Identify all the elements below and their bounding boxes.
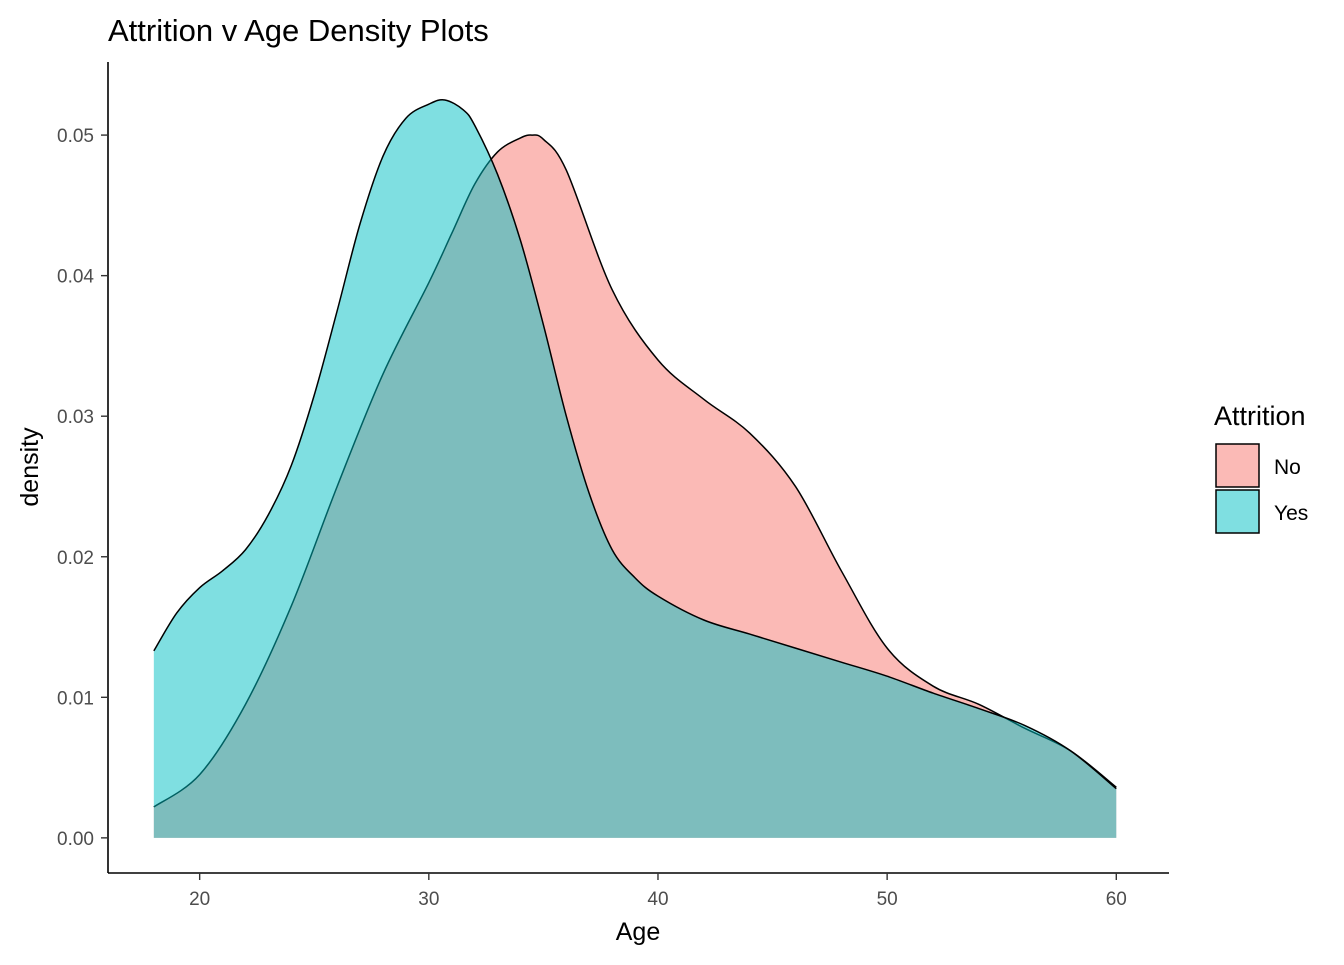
x-tick-label: 20 [189, 889, 210, 910]
y-ticks: 0.00 0.01 0.02 0.03 0.04 0.05 [57, 126, 108, 850]
chart-title: Attrition v Age Density Plots [108, 13, 489, 48]
legend: Attrition No Yes [1214, 401, 1308, 534]
y-tick-label: 0.03 [57, 407, 94, 428]
legend-key-no [1215, 443, 1260, 488]
legend-label-yes: Yes [1274, 502, 1308, 525]
x-tick-label: 50 [877, 889, 898, 910]
x-axis-title: Age [616, 918, 660, 946]
density-line-yes [153, 98, 1117, 790]
y-tick-label: 0.05 [57, 126, 94, 147]
y-tick-label: 0.00 [57, 829, 94, 850]
x-tick-label: 60 [1106, 889, 1127, 910]
y-axis-title: density [16, 427, 44, 507]
x-tick-label: 30 [418, 889, 439, 910]
y-tick-label: 0.02 [57, 548, 94, 569]
density-area-yes [153, 99, 1117, 838]
legend-key-yes [1215, 489, 1260, 534]
legend-label-no: No [1274, 456, 1301, 479]
x-ticks: 20 30 40 50 60 [189, 873, 1127, 910]
y-tick-label: 0.01 [57, 688, 94, 709]
legend-title: Attrition [1214, 401, 1306, 431]
series-layer [153, 98, 1117, 838]
x-tick-label: 40 [647, 889, 668, 910]
y-tick-label: 0.04 [57, 267, 94, 288]
legend-items: No Yes [1215, 443, 1308, 534]
